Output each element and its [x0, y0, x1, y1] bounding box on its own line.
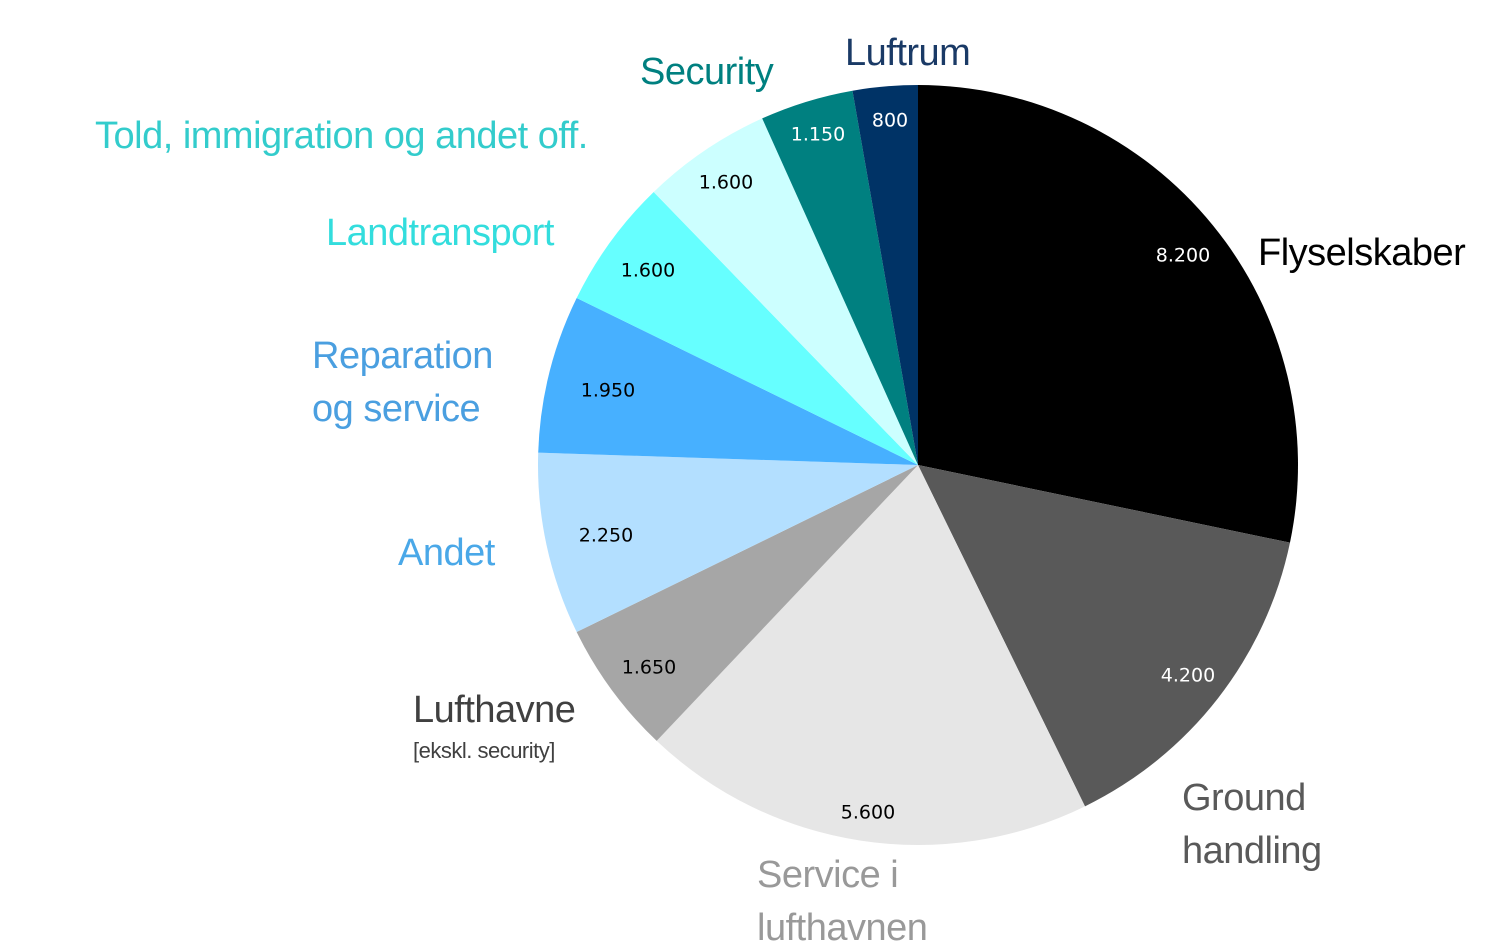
category-label: Lufthavne [ekskl. security]	[413, 689, 575, 763]
category-label: Security	[640, 51, 774, 93]
pie-slice	[656, 465, 1085, 846]
pie-slice	[576, 465, 918, 741]
category-label: Reparation og service	[312, 335, 493, 430]
category-label: Service i lufthavnen	[757, 854, 927, 944]
value-label: 8.200	[1156, 245, 1210, 267]
category-label: Flyselskaber	[1258, 232, 1466, 274]
value-label: 4.200	[1161, 665, 1215, 687]
value-label: 1.600	[621, 260, 675, 282]
value-label: 1.150	[791, 124, 845, 146]
value-label: 1.600	[699, 172, 753, 194]
category-label: Told, immigration og andet off.	[95, 115, 588, 157]
value-label: 800	[872, 110, 908, 132]
pie-slice	[538, 298, 918, 465]
value-label: 2.250	[579, 525, 633, 547]
pie-slice	[653, 118, 918, 465]
pie-slice	[762, 90, 918, 465]
category-label: Ground handling	[1182, 777, 1322, 872]
category-label: Landtransport	[326, 212, 555, 254]
pie-slice	[918, 85, 1299, 543]
value-label: 1.650	[622, 657, 676, 679]
category-label: Luftrum	[845, 32, 970, 74]
pie-slice	[576, 191, 918, 465]
pie-slice	[852, 85, 918, 465]
value-label: 5.600	[841, 802, 895, 824]
pie-slice	[918, 465, 1290, 807]
value-label: 1.950	[581, 380, 635, 402]
category-label: Andet	[398, 532, 496, 574]
pie-slice	[538, 452, 918, 632]
